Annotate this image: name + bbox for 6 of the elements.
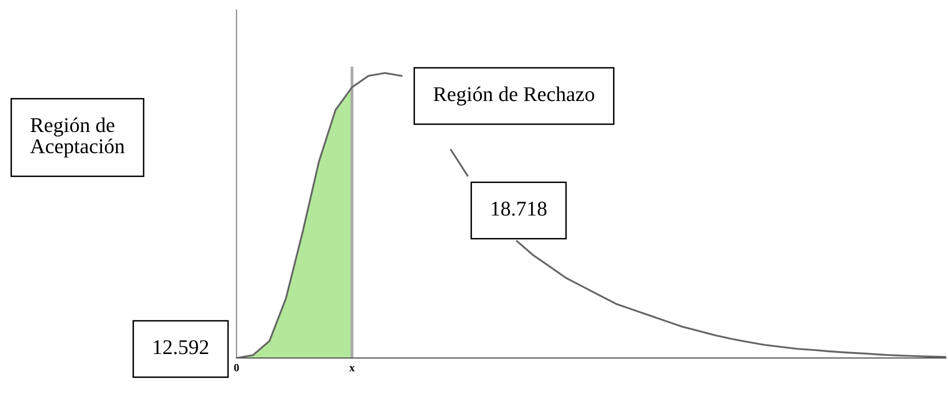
x-tick-label: 0	[234, 364, 239, 372]
annotation: Región de Rechazo	[434, 86, 594, 106]
x-tick-label: x	[349, 366, 355, 372]
text: 12.592	[154, 340, 208, 354]
text: Región de Aceptación	[30, 117, 125, 158]
annotation: 18.718	[492, 202, 546, 216]
